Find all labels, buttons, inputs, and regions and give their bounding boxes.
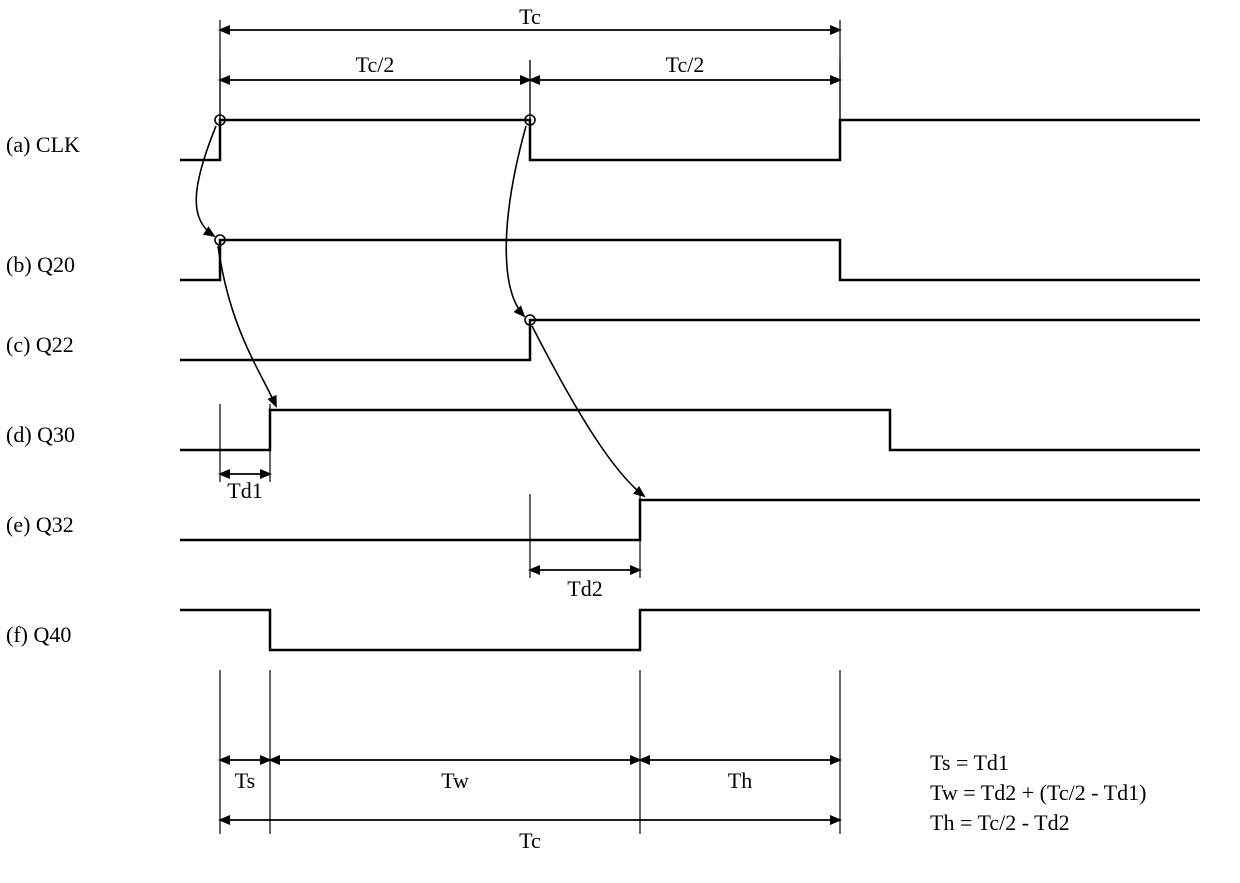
svg-text:Tc/2: Tc/2	[356, 52, 395, 77]
svg-text:Tc: Tc	[519, 4, 541, 29]
wave-q32	[180, 500, 1200, 540]
svg-text:Ts: Ts	[235, 768, 255, 793]
svg-text:Td1: Td1	[227, 478, 262, 503]
wave-q20	[180, 240, 1200, 280]
wave-q40	[180, 610, 1200, 650]
wave-q22	[180, 320, 1200, 360]
equation-tw: Tw = Td2 + (Tc/2 - Td1)	[930, 780, 1146, 805]
svg-text:Tw: Tw	[441, 768, 469, 793]
equation-th: Th = Tc/2 - Td2	[930, 810, 1070, 835]
label-f: (f) Q40	[6, 622, 71, 647]
label-a: (a) CLK	[6, 132, 80, 157]
label-b: (b) Q20	[6, 252, 75, 277]
arrow-clk-to-q22	[506, 126, 526, 316]
dim-td1: Td1	[220, 404, 270, 503]
equation-ts: Ts = Td1	[930, 750, 1009, 775]
label-d: (d) Q30	[6, 422, 75, 447]
label-c: (c) Q22	[6, 332, 74, 357]
label-e: (e) Q32	[6, 512, 74, 537]
svg-text:Tc/2: Tc/2	[666, 52, 705, 77]
wave-q30	[180, 410, 1200, 450]
svg-text:Tc: Tc	[519, 828, 541, 853]
svg-text:Td2: Td2	[567, 576, 602, 601]
dim-tc-half: Tc/2 Tc/2	[220, 52, 840, 120]
arrow-q20-to-q30	[218, 246, 276, 406]
dim-bottom: Ts Tw Th Tc	[220, 670, 840, 853]
arrow-clk-to-q20	[196, 126, 216, 236]
svg-text:Th: Th	[728, 768, 752, 793]
dim-td2: Td2	[530, 494, 640, 601]
wave-clk	[180, 120, 1200, 160]
